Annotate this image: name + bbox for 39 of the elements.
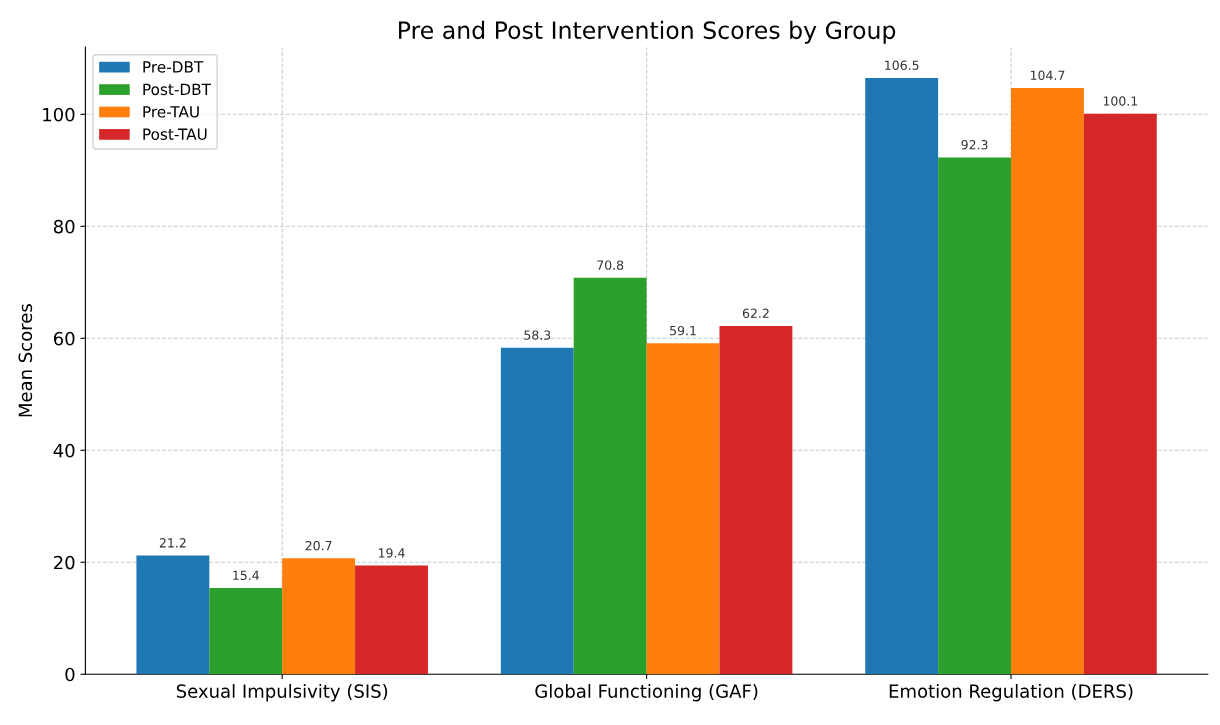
y-axis-title: Mean Scores bbox=[18, 304, 33, 417]
y-tick-label: 20 bbox=[54, 555, 75, 570]
bar bbox=[1083, 113, 1157, 675]
y-tick-label: 60 bbox=[53, 331, 75, 346]
bar bbox=[209, 588, 283, 675]
data-label: 21.2 bbox=[159, 538, 186, 548]
x-tick-label: Emotion Regulation (DERS) bbox=[889, 683, 1133, 702]
y-tick-label: 40 bbox=[53, 443, 75, 458]
bar bbox=[865, 77, 939, 675]
bar bbox=[355, 565, 428, 675]
data-label: 92.3 bbox=[961, 140, 988, 150]
y-tick-label: 100 bbox=[43, 107, 75, 122]
data-label: 58.3 bbox=[524, 330, 551, 340]
data-label: 62.2 bbox=[742, 308, 769, 318]
x-tick-label: Global Functioning (GAF) bbox=[535, 683, 758, 702]
data-label: 106.5 bbox=[885, 60, 919, 70]
data-label: 15.4 bbox=[233, 570, 259, 581]
data-label: 20.7 bbox=[305, 540, 332, 551]
bar bbox=[136, 555, 210, 675]
data-label: 70.8 bbox=[597, 260, 624, 270]
bar bbox=[938, 157, 1012, 675]
legend-label: Pre-DBT bbox=[143, 61, 204, 73]
y-tick-label: 80 bbox=[53, 219, 75, 234]
bar bbox=[282, 558, 356, 675]
bar bbox=[719, 325, 793, 675]
bar bbox=[500, 347, 574, 675]
x-tick-label: Sexual Impulsivity (SIS) bbox=[176, 683, 388, 702]
bar bbox=[646, 343, 720, 675]
bar bbox=[573, 277, 647, 675]
data-label: 59.1 bbox=[670, 325, 696, 336]
data-label: 100.1 bbox=[1103, 96, 1138, 106]
chart-title: Pre and Post Intervention Scores by Group bbox=[399, 20, 896, 44]
data-label: 104.7 bbox=[1030, 70, 1065, 81]
legend-label: Pre-TAU bbox=[143, 106, 199, 118]
data-label: 19.4 bbox=[378, 548, 405, 558]
legend-label: Post-DBT bbox=[143, 83, 212, 96]
y-tick-label: 0 bbox=[65, 667, 75, 682]
bar bbox=[1011, 88, 1084, 675]
legend-label: Post-TAU bbox=[143, 128, 207, 140]
